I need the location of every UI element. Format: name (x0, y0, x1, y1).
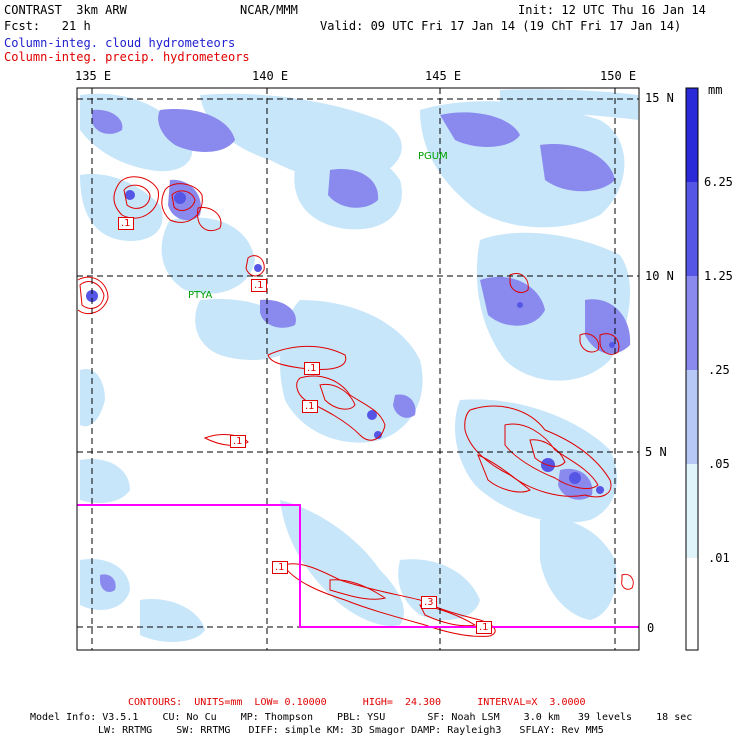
contour-label: .1 (272, 561, 288, 574)
lon-label-145: 145 E (425, 69, 462, 83)
colorbar (685, 87, 699, 651)
colorbar-swatch-1 (686, 88, 698, 182)
forecast-hour: Fcst: 21 h (4, 19, 91, 33)
station-label-ptya: PTYA (188, 290, 213, 301)
contour-label: .1 (304, 362, 320, 375)
cloud-field (80, 89, 638, 642)
contour-info: CONTOURS: UNITS=mm LOW= 0.10000 HIGH= 24… (128, 697, 586, 708)
lon-label-150: 150 E (600, 69, 637, 83)
valid-time: Valid: 09 UTC Fri 17 Jan 14 (19 ChT Fri … (320, 19, 682, 33)
colorbar-level-1-25: 1.25 (704, 269, 733, 283)
precip-contours (77, 176, 634, 637)
colorbar-frame (685, 87, 699, 651)
model-title: CONTRAST 3km ARW (4, 3, 127, 17)
org-label: NCAR/MMM (240, 3, 298, 17)
model-info-line2: LW: RRTMG SW: RRTMG DIFF: simple KM: 3D … (98, 725, 604, 736)
field-cloud-label: Column-integ. cloud hydrometeors (4, 36, 236, 50)
lon-label-140: 140 E (252, 69, 289, 83)
contour-label: .1 (302, 400, 318, 413)
colorbar-swatch-3 (686, 276, 698, 370)
contour-label: .1 (476, 621, 492, 634)
plot-frame (76, 87, 640, 651)
contour-label: .1 (118, 217, 134, 230)
contour-label: .1 (251, 279, 267, 292)
nested-domain-boundary (77, 504, 639, 628)
colorbar-swatch-4 (686, 370, 698, 464)
lat-label-15n: 15 N (645, 91, 674, 105)
colorbar-level-0-01: .01 (708, 551, 730, 565)
field-precip-label: Column-integ. precip. hydrometeors (4, 50, 250, 64)
colorbar-swatch-5 (686, 464, 698, 558)
colorbar-unit: mm (708, 83, 723, 97)
colorbar-swatch-6 (686, 558, 698, 650)
lon-label-135: 135 E (75, 69, 112, 83)
colorbar-level-0-05: .05 (708, 457, 730, 471)
lat-label-equator: 0 (647, 621, 655, 635)
colorbar-level-6-25: 6.25 (704, 175, 733, 189)
lat-label-5n: 5 N (645, 445, 667, 459)
colorbar-level-0-25: .25 (708, 363, 730, 377)
contour-label: .3 (421, 596, 437, 609)
colorbar-swatch-2 (686, 182, 698, 276)
contour-label: .1 (230, 435, 246, 448)
lat-label-10n: 10 N (645, 269, 674, 283)
station-label-pgum: PGUM (418, 151, 448, 162)
init-time: Init: 12 UTC Thu 16 Jan 14 (518, 3, 706, 17)
model-info-line1: Model Info: V3.5.1 CU: No Cu MP: Thompso… (30, 712, 693, 723)
